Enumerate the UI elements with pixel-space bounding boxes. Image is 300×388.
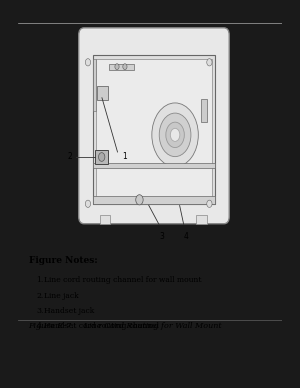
Text: Line jack: Line jack bbox=[44, 291, 79, 300]
Text: 3.: 3. bbox=[37, 307, 44, 315]
Text: 1: 1 bbox=[122, 152, 127, 161]
Circle shape bbox=[207, 200, 212, 208]
Text: Handset cord routing channel: Handset cord routing channel bbox=[44, 322, 159, 330]
Text: 4.: 4. bbox=[37, 322, 44, 330]
Text: 2: 2 bbox=[67, 152, 72, 161]
Circle shape bbox=[152, 103, 198, 167]
Circle shape bbox=[85, 200, 91, 208]
Bar bbox=[93, 163, 215, 168]
Text: 1.: 1. bbox=[37, 276, 44, 284]
Circle shape bbox=[207, 59, 212, 66]
Text: Figure E-7.    Line Cord Routing for Wall Mount: Figure E-7. Line Cord Routing for Wall M… bbox=[28, 322, 222, 330]
Text: 3: 3 bbox=[159, 232, 164, 241]
Bar bbox=[93, 55, 215, 204]
Circle shape bbox=[85, 59, 91, 66]
Bar bbox=[93, 196, 215, 204]
Bar bbox=[95, 150, 108, 164]
FancyBboxPatch shape bbox=[79, 28, 229, 224]
Circle shape bbox=[115, 64, 119, 69]
Bar bbox=[100, 215, 110, 224]
Bar bbox=[93, 59, 96, 111]
Circle shape bbox=[98, 152, 105, 161]
Bar bbox=[202, 99, 207, 122]
Text: Figure Notes:: Figure Notes: bbox=[28, 256, 97, 265]
Circle shape bbox=[136, 195, 143, 205]
Text: Line cord routing channel for wall mount: Line cord routing channel for wall mount bbox=[44, 276, 202, 284]
Circle shape bbox=[159, 113, 191, 157]
Text: 4: 4 bbox=[184, 232, 189, 241]
Circle shape bbox=[123, 64, 127, 69]
Bar bbox=[109, 64, 134, 69]
Bar bbox=[97, 86, 108, 100]
Bar bbox=[96, 59, 212, 200]
Bar bbox=[196, 215, 207, 224]
Text: Handset jack: Handset jack bbox=[44, 307, 95, 315]
Circle shape bbox=[170, 128, 180, 141]
Circle shape bbox=[166, 122, 184, 147]
Text: 2.: 2. bbox=[37, 291, 44, 300]
